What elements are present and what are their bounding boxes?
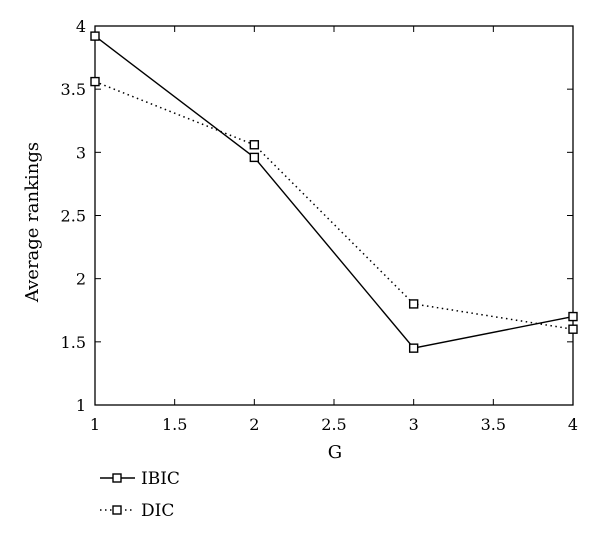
- x-tick-label: 3.5: [481, 415, 506, 434]
- y-tick-label: 2.5: [61, 207, 86, 226]
- y-tick-label: 4: [76, 17, 86, 36]
- data-point-ibic: [90, 31, 100, 41]
- legend-label-ibic: IBIC: [141, 469, 180, 489]
- data-point-dic: [568, 324, 578, 334]
- y-tick-label: 3: [76, 143, 86, 162]
- data-point-ibic: [408, 343, 419, 353]
- series-line-dic: [94, 80, 574, 330]
- series-line-ibic: [94, 35, 574, 349]
- axis-ticks: [94, 25, 574, 406]
- legend: IBIC DIC: [100, 469, 180, 521]
- series-lines: [94, 35, 574, 349]
- legend-marker-dic: [112, 505, 122, 515]
- plot-frame: [94, 25, 574, 406]
- axis-tick-labels: 1 1.5 2 2.5 3 3.5 4 1 1.5 2 2.5 3 3.5 4: [61, 17, 579, 434]
- x-axis-label: G: [328, 442, 342, 463]
- x-tick-label: 4: [568, 415, 578, 434]
- x-tick-label: 1: [90, 415, 100, 434]
- data-point-dic: [408, 299, 419, 309]
- data-point-ibic: [568, 311, 578, 322]
- legend-marker-ibic: [112, 473, 122, 483]
- y-tick-label: 3.5: [61, 80, 86, 99]
- y-tick-label: 1: [76, 396, 86, 415]
- data-point-dic: [90, 76, 100, 87]
- data-point-ibic: [249, 152, 260, 163]
- series-markers: [90, 31, 578, 353]
- legend-label-dic: DIC: [141, 501, 174, 521]
- x-tick-label: 1.5: [162, 415, 187, 434]
- x-tick-label: 2: [249, 415, 259, 434]
- y-tick-label: 2: [76, 270, 86, 289]
- x-tick-label: 3: [409, 415, 419, 434]
- plot-border: [94, 25, 574, 406]
- y-axis-label: Average rankings: [22, 142, 43, 303]
- data-point-dic: [249, 140, 260, 150]
- y-tick-label: 1.5: [61, 333, 86, 352]
- x-tick-label: 2.5: [321, 415, 346, 434]
